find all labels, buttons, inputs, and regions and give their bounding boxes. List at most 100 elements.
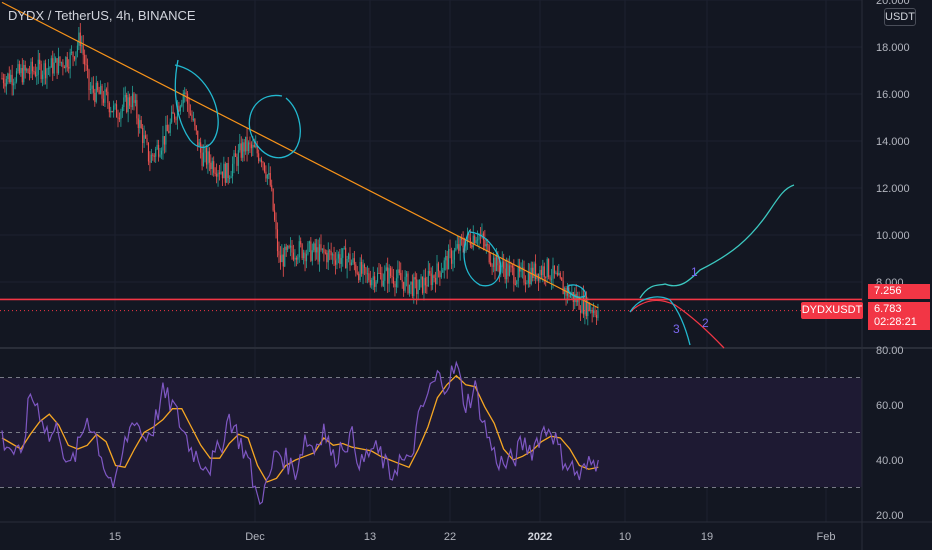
candle-body — [385, 267, 387, 271]
candle-body — [316, 247, 318, 253]
candle-body — [539, 269, 541, 281]
last-price-tag: 6.783 02:28:21 — [868, 302, 930, 330]
candle-body — [129, 97, 131, 106]
candle-body — [255, 145, 257, 148]
time-axis-label: 19 — [701, 531, 713, 543]
candle-body — [269, 173, 271, 186]
candle-body — [194, 119, 196, 126]
candle-body — [522, 267, 524, 269]
candle-body — [342, 248, 344, 258]
candle-body — [163, 136, 165, 145]
candle-body — [503, 261, 505, 269]
candle-body — [131, 93, 134, 107]
candle-body — [221, 171, 223, 179]
candle-body — [298, 241, 300, 258]
candle-body — [327, 250, 329, 263]
candle-body — [218, 172, 221, 174]
candle-body — [472, 235, 474, 248]
candle-body — [205, 147, 207, 165]
candle-body — [378, 272, 380, 274]
candle-body — [153, 155, 155, 157]
candle-body — [287, 246, 289, 250]
currency-button[interactable]: USDT — [884, 8, 916, 26]
candle-body — [382, 280, 384, 286]
candle-body — [591, 310, 593, 313]
candle-body — [290, 245, 292, 248]
bar-countdown: 02:28:21 — [874, 316, 917, 328]
candle-body — [210, 162, 212, 169]
candle-body — [291, 245, 293, 253]
candle-body — [136, 100, 138, 119]
candle-body — [555, 272, 557, 274]
candle-body — [101, 85, 103, 99]
candle-body — [307, 243, 309, 254]
candle-body — [230, 176, 232, 178]
candle-body — [224, 163, 226, 183]
candle-body — [478, 235, 480, 240]
candle-body — [319, 244, 321, 262]
candle-body — [352, 258, 354, 263]
candle-body — [433, 275, 435, 278]
candle-body — [419, 279, 421, 290]
candle-body — [582, 295, 584, 315]
candle-body — [394, 283, 396, 288]
candle-body — [491, 265, 493, 267]
candle-body — [113, 105, 115, 112]
candle-body — [397, 269, 399, 279]
candle-body — [556, 272, 558, 276]
candle-body — [390, 268, 392, 276]
candle-body — [259, 159, 261, 161]
candle-body — [377, 272, 379, 282]
candle-body — [227, 163, 229, 179]
candle-body — [68, 67, 70, 69]
rsi-scale-labels[interactable]: 80.00 60.00 40.00 20.00 — [876, 345, 904, 522]
symbol-title[interactable]: DYDX / TetherUS, 4h, BINANCE — [8, 8, 196, 23]
candle-body — [303, 252, 305, 259]
candle-body — [42, 74, 44, 80]
candle-body — [517, 265, 519, 282]
candle-body — [149, 161, 151, 163]
candle-body — [94, 92, 96, 102]
candle-body — [574, 294, 576, 302]
candle-body — [535, 263, 537, 280]
candle-body — [250, 144, 252, 149]
hand-drawings[interactable] — [174, 59, 795, 349]
candle-body — [553, 265, 555, 274]
candle-body — [26, 69, 28, 71]
candle-body — [184, 92, 186, 94]
candle-body — [366, 273, 368, 275]
candle-body — [519, 265, 521, 272]
candle-body — [207, 151, 209, 165]
candle-body — [597, 310, 599, 319]
candle-body — [66, 57, 68, 68]
candle-body — [53, 62, 55, 74]
rsi-scale-label: 60.00 — [876, 400, 904, 412]
candle-body — [403, 281, 405, 291]
candle-body — [552, 265, 554, 279]
candle-body — [439, 271, 441, 278]
candle-body — [124, 94, 126, 98]
candle-body — [562, 280, 564, 295]
candle-body — [593, 310, 595, 313]
candle-body — [118, 118, 120, 120]
time-axis-labels[interactable]: 15 Dec 13 22 2022 10 19 Feb — [109, 531, 836, 543]
price-scale-label: 20.000 — [876, 0, 910, 7]
candle-body — [44, 63, 47, 79]
candle-body — [410, 281, 412, 285]
candle-body — [374, 276, 376, 287]
candle-body — [317, 247, 319, 262]
candle-body — [253, 144, 255, 148]
candle-body — [578, 296, 580, 310]
candle-body — [368, 273, 370, 281]
candle-body — [147, 142, 149, 162]
candle-body — [477, 239, 479, 241]
candle-body — [348, 253, 350, 259]
candle-body — [558, 273, 560, 276]
candle-body — [435, 277, 437, 284]
candle-body — [232, 163, 234, 177]
candle-body — [429, 270, 431, 274]
candle-body — [189, 113, 192, 115]
candle-body — [407, 273, 409, 294]
candle-body — [526, 283, 528, 285]
